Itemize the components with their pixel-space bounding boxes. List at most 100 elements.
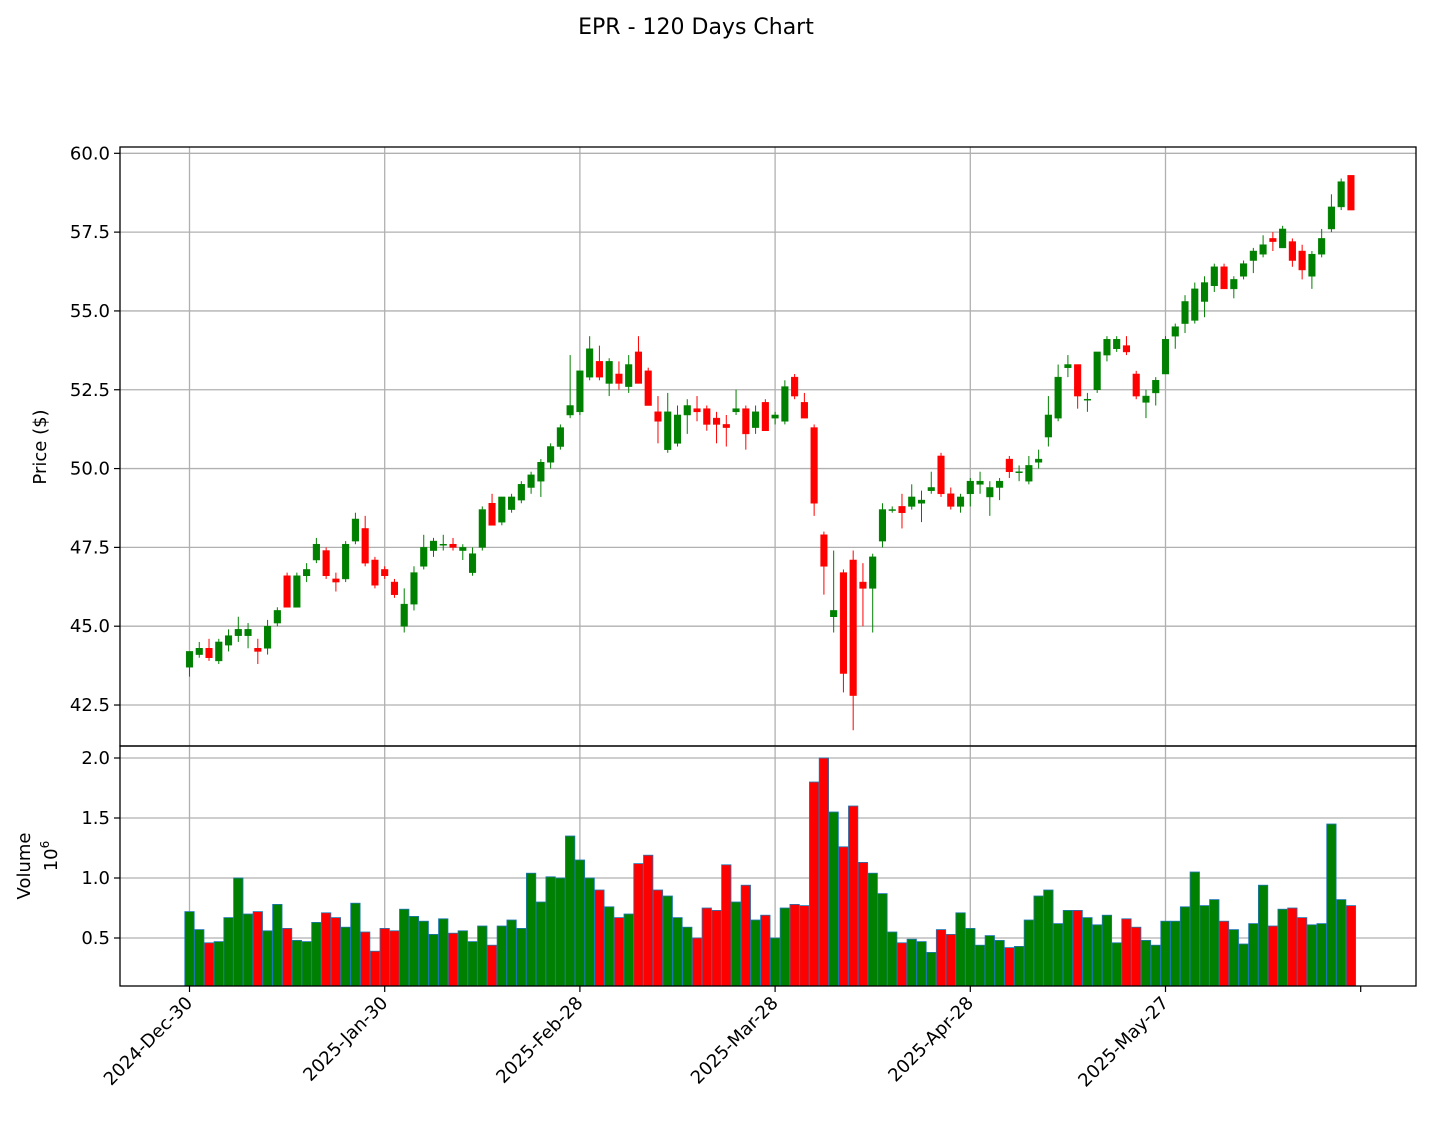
candle-body xyxy=(547,446,555,463)
candle-body xyxy=(1181,301,1189,324)
volume-bar xyxy=(467,941,478,987)
volume-bar xyxy=(1121,918,1132,987)
volume-bar xyxy=(818,757,830,987)
candle-body xyxy=(410,572,418,605)
volume-bar xyxy=(945,934,956,987)
volume-bar xyxy=(691,937,703,987)
candle-body xyxy=(537,462,545,482)
volume-bar xyxy=(399,908,410,987)
candle-body xyxy=(888,509,896,511)
volume-bar xyxy=(526,872,537,987)
volume-bar xyxy=(594,889,605,987)
candle-body xyxy=(1025,465,1033,482)
candle-body xyxy=(1152,380,1160,394)
candle-body xyxy=(986,487,994,498)
price-candles xyxy=(185,175,1355,731)
volume-bar xyxy=(428,934,439,987)
volume-bar xyxy=(1306,924,1317,987)
candle-body xyxy=(1337,181,1345,208)
volume-bar xyxy=(1218,920,1230,987)
volume-bar xyxy=(867,872,878,987)
candle-body xyxy=(908,496,916,507)
volume-bar xyxy=(360,931,371,987)
volume-bar xyxy=(242,913,254,987)
volume-bar xyxy=(994,940,1005,987)
volume-bar xyxy=(965,928,976,987)
candle-body xyxy=(771,414,779,419)
candle-body xyxy=(791,376,799,397)
price-y-tick-label: 47.5 xyxy=(70,537,110,558)
volume-bar xyxy=(379,928,390,987)
candle-body xyxy=(468,553,477,573)
candle-body xyxy=(800,402,808,419)
volume-bar xyxy=(613,917,625,987)
volume-bar xyxy=(350,902,361,987)
volume-bars xyxy=(184,757,1357,987)
x-tick-label: 2025-Feb-28 xyxy=(492,993,587,1088)
candle-body xyxy=(224,635,233,646)
candle-body xyxy=(644,370,652,406)
volume-bar xyxy=(1101,914,1113,987)
volume-bar xyxy=(1345,905,1357,987)
price-y-axis: 42.5 45.0 47.5 50.0 52.5 55.0 57.5 60.0 xyxy=(70,143,120,716)
volume-bar xyxy=(760,914,771,987)
candle-body xyxy=(703,408,711,425)
price-y-tick-label: 60.0 xyxy=(70,143,110,164)
volume-bar xyxy=(877,893,888,987)
candle-body xyxy=(439,543,447,546)
volume-bar xyxy=(604,906,615,987)
x-tick-label: 2025-May-27 xyxy=(1074,993,1173,1092)
price-y-tick-label: 45.0 xyxy=(70,616,110,637)
candle-body xyxy=(1259,244,1267,255)
price-grid xyxy=(120,147,1416,746)
candle-body xyxy=(1327,206,1335,230)
candle-body xyxy=(1249,250,1257,261)
candle-body xyxy=(1230,279,1238,290)
volume-bar xyxy=(223,917,234,987)
candle-body xyxy=(1171,326,1179,337)
volume-bar xyxy=(1228,929,1239,987)
volume-bar xyxy=(272,904,283,987)
candle-body xyxy=(898,506,906,513)
candle-body xyxy=(322,550,330,577)
volume-bar xyxy=(330,917,342,987)
volume-y-axis-label: Volume xyxy=(14,833,35,900)
volume-bar xyxy=(711,910,722,987)
candle-body xyxy=(752,411,760,428)
volume-bar xyxy=(740,884,751,987)
volume-bar xyxy=(1258,884,1269,987)
volume-bar xyxy=(340,926,351,987)
candle-body xyxy=(1044,414,1052,438)
candle-body xyxy=(1298,250,1306,271)
volume-bar xyxy=(896,942,908,987)
volume-y-tick-label: 1.0 xyxy=(81,868,110,889)
candle-body xyxy=(586,348,594,378)
candle-body xyxy=(264,625,272,649)
candle-body xyxy=(420,547,428,567)
volume-bar xyxy=(301,941,312,987)
volume-bar xyxy=(555,877,566,987)
candle-body xyxy=(947,493,955,507)
x-tick-label: 2025-Jan-30 xyxy=(299,993,392,1086)
candle-body xyxy=(527,474,535,488)
candle-body xyxy=(1142,395,1150,403)
candle-body xyxy=(498,496,506,523)
volume-bar xyxy=(1326,823,1337,987)
volume-bar xyxy=(916,941,927,987)
volume-bar xyxy=(516,928,527,987)
candle-body xyxy=(869,556,877,589)
candle-body xyxy=(878,509,887,542)
volume-bar xyxy=(496,925,507,987)
candle-body xyxy=(390,581,399,595)
candle-body xyxy=(244,629,252,636)
volume-bar xyxy=(721,864,732,987)
price-y-tick-label: 50.0 xyxy=(70,459,110,480)
candle-body xyxy=(1035,458,1043,463)
volume-bar xyxy=(1199,905,1210,987)
volume-bar xyxy=(1150,944,1161,987)
volume-scale-base: 10 xyxy=(41,848,62,871)
volume-bar xyxy=(828,811,839,987)
candle-body xyxy=(195,648,203,655)
volume-bar xyxy=(1179,906,1191,987)
candle-body xyxy=(712,417,721,425)
